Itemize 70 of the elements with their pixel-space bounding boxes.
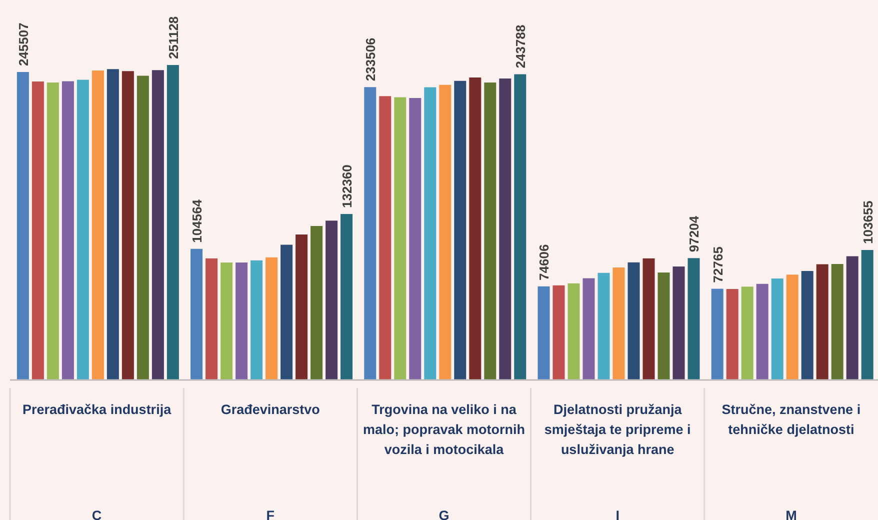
bar (280, 244, 293, 380)
bar (499, 78, 512, 380)
bar (786, 274, 798, 380)
bar (861, 250, 874, 380)
data-label: 245507 (16, 22, 31, 66)
data-label: 104564 (190, 198, 205, 243)
bar (16, 72, 29, 380)
bar (801, 271, 814, 380)
bar (846, 256, 858, 380)
bar (206, 258, 218, 380)
category-label: Djelatnosti pružanja smještaja te pripreme i usluživanja hrane I (544, 402, 691, 520)
data-label: 132360 (340, 164, 355, 208)
data-label: 72765 (710, 246, 726, 283)
bar (688, 258, 700, 380)
bar (166, 65, 179, 380)
bar (296, 234, 308, 380)
bar (454, 80, 466, 380)
bar (741, 286, 754, 380)
bar (76, 80, 89, 380)
bar (364, 87, 376, 380)
bar (552, 285, 565, 380)
bar (379, 96, 392, 380)
bar (106, 69, 119, 380)
bar (568, 283, 580, 380)
bar (672, 266, 685, 380)
bar (409, 98, 422, 380)
data-label: 251128 (166, 16, 181, 59)
bar (310, 226, 323, 380)
bar (469, 77, 482, 380)
bar (190, 248, 203, 380)
bar (642, 258, 655, 380)
data-label: 103655 (860, 200, 876, 244)
bar (484, 82, 496, 380)
bar (598, 272, 610, 380)
bar (340, 214, 353, 380)
bar (816, 264, 828, 380)
bar (582, 278, 595, 380)
category-label: Građevinarstvo F (220, 402, 320, 520)
bar (831, 264, 844, 380)
bar (394, 97, 406, 380)
bar (250, 260, 263, 380)
bar (152, 70, 164, 380)
category-label: Prerađivačka industrija C (22, 402, 172, 520)
bar (658, 272, 670, 380)
bar (538, 286, 550, 380)
bar (756, 284, 768, 380)
category-label: Stručne, znanstvene i tehničke djelatnosti M (722, 402, 861, 520)
data-label: 97204 (686, 215, 702, 252)
bar (220, 262, 233, 380)
bar (62, 81, 74, 380)
bar (711, 288, 724, 380)
data-label: 233506 (363, 38, 378, 82)
category-label: Trgovina na veliko i na malo; popravak motornih vozila i motocikala G (362, 402, 525, 520)
bar (424, 87, 436, 380)
bar (46, 82, 59, 380)
bar (122, 71, 134, 380)
data-label: 243788 (513, 24, 528, 68)
bar (92, 70, 104, 380)
bar (439, 84, 452, 380)
bar (32, 81, 44, 380)
bar (326, 220, 338, 380)
data-label: 74606 (536, 244, 552, 280)
bar (236, 262, 248, 380)
bar (628, 262, 640, 380)
bar (136, 76, 149, 380)
bar (726, 289, 738, 380)
bar (266, 257, 278, 380)
bar (612, 267, 625, 380)
bar (514, 74, 526, 380)
bar (771, 278, 784, 380)
